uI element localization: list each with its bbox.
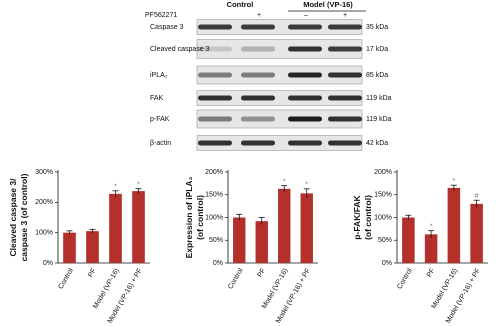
- significance-mark: *: [453, 178, 456, 185]
- blot-band: [328, 95, 362, 101]
- blot-band: [288, 72, 322, 78]
- blot-band: [288, 140, 322, 146]
- blot-band: [328, 72, 362, 78]
- blot-band: [288, 46, 322, 52]
- bar: [470, 203, 483, 263]
- blot-band: [198, 116, 232, 122]
- blot-band: [198, 140, 232, 146]
- y-tick-label: 200%: [374, 169, 392, 176]
- blot-band: [241, 72, 275, 78]
- y-tick-label: 100%: [205, 214, 223, 221]
- bar: [300, 193, 313, 263]
- blot-band: [328, 46, 362, 52]
- y-tick-label: 100%: [35, 230, 53, 237]
- significance-mark: #: [475, 193, 479, 200]
- y-axis-label-line: Expression of iPLA₂: [184, 176, 194, 258]
- blot-band: [241, 95, 275, 101]
- bar: [278, 188, 291, 263]
- x-tick-label: PF: [426, 267, 437, 278]
- y-tick-label: 150%: [374, 192, 392, 199]
- y-tick-label: 200%: [35, 199, 53, 206]
- lane-mark: +: [343, 12, 347, 19]
- y-tick-label: 50%: [209, 237, 223, 244]
- size-label: 42 kDa: [366, 140, 388, 147]
- y-tick-label: 0%: [382, 260, 392, 267]
- blot-band: [241, 24, 275, 30]
- x-tick-label: PF: [257, 267, 268, 278]
- y-axis-label: Cleaved caspase 3/caspase 3 (of control): [8, 173, 29, 261]
- y-axis-label-line: caspase 3 (of control): [19, 173, 29, 261]
- size-label: 35 kDa: [366, 24, 388, 31]
- size-label: 119 kDa: [366, 116, 392, 123]
- row-label: Caspase 3: [150, 24, 184, 31]
- group-label: Model (VP-16): [303, 0, 353, 9]
- row-label: p-FAK: [150, 116, 170, 123]
- lane-mark: –: [304, 12, 308, 19]
- x-tick-label: PF: [87, 267, 98, 278]
- bar: [402, 217, 415, 263]
- bar: [109, 193, 122, 263]
- blot-band: [241, 140, 275, 146]
- significance-mark: *: [283, 178, 286, 185]
- bar: [132, 191, 145, 263]
- bar: [447, 187, 461, 263]
- y-axis-label-line: p-FAK/FAK: [352, 194, 362, 239]
- size-label: 119 kDa: [366, 95, 392, 102]
- size-label: 85 kDa: [366, 72, 388, 79]
- significance-mark: *: [137, 182, 140, 189]
- blot-band: [241, 116, 275, 122]
- y-tick-label: 100%: [374, 214, 392, 221]
- group-label: Control: [227, 0, 254, 9]
- blot-band: [241, 46, 275, 52]
- row-label: Cleaved caspase 3: [150, 46, 210, 53]
- size-label: 17 kDa: [366, 46, 388, 53]
- bar: [255, 221, 268, 263]
- bar: [63, 232, 76, 263]
- blot-band: [328, 116, 362, 122]
- y-axis-label-line: (of control): [195, 195, 205, 240]
- y-axis-label: Expression of iPLA₂(of control): [184, 176, 205, 258]
- significance-mark: *: [430, 224, 433, 231]
- bar: [86, 231, 99, 263]
- y-tick-label: 50%: [378, 237, 392, 244]
- blot-band: [198, 95, 232, 101]
- blot-band: [198, 24, 232, 30]
- significance-mark: *: [114, 184, 117, 191]
- y-axis-label-line: Cleaved caspase 3/: [8, 178, 18, 257]
- blot-band: [288, 95, 322, 101]
- blot-band: [328, 140, 362, 146]
- bar: [233, 217, 246, 263]
- lane-mark: +: [257, 12, 261, 19]
- y-tick-label: 200%: [205, 169, 223, 176]
- blot-band: [288, 24, 322, 30]
- y-tick-label: 0%: [213, 260, 223, 267]
- y-tick-label: 150%: [205, 192, 223, 199]
- blot-band: [288, 116, 322, 122]
- blot-band: [198, 72, 232, 78]
- treatment-label: PF562271: [145, 12, 177, 19]
- blot-band: [328, 24, 362, 30]
- y-axis-label: p-FAK/FAK(of control): [352, 194, 373, 239]
- row-label: FAK: [150, 95, 164, 102]
- significance-mark: *: [305, 182, 308, 189]
- row-label: iPLA₂: [150, 72, 168, 79]
- y-tick-label: 0%: [43, 260, 53, 267]
- y-tick-label: 300%: [35, 169, 53, 176]
- blot-band: [198, 46, 232, 52]
- row-label: β-actin: [150, 140, 171, 147]
- bar: [424, 234, 438, 263]
- y-axis-label-line: (of control): [363, 195, 373, 240]
